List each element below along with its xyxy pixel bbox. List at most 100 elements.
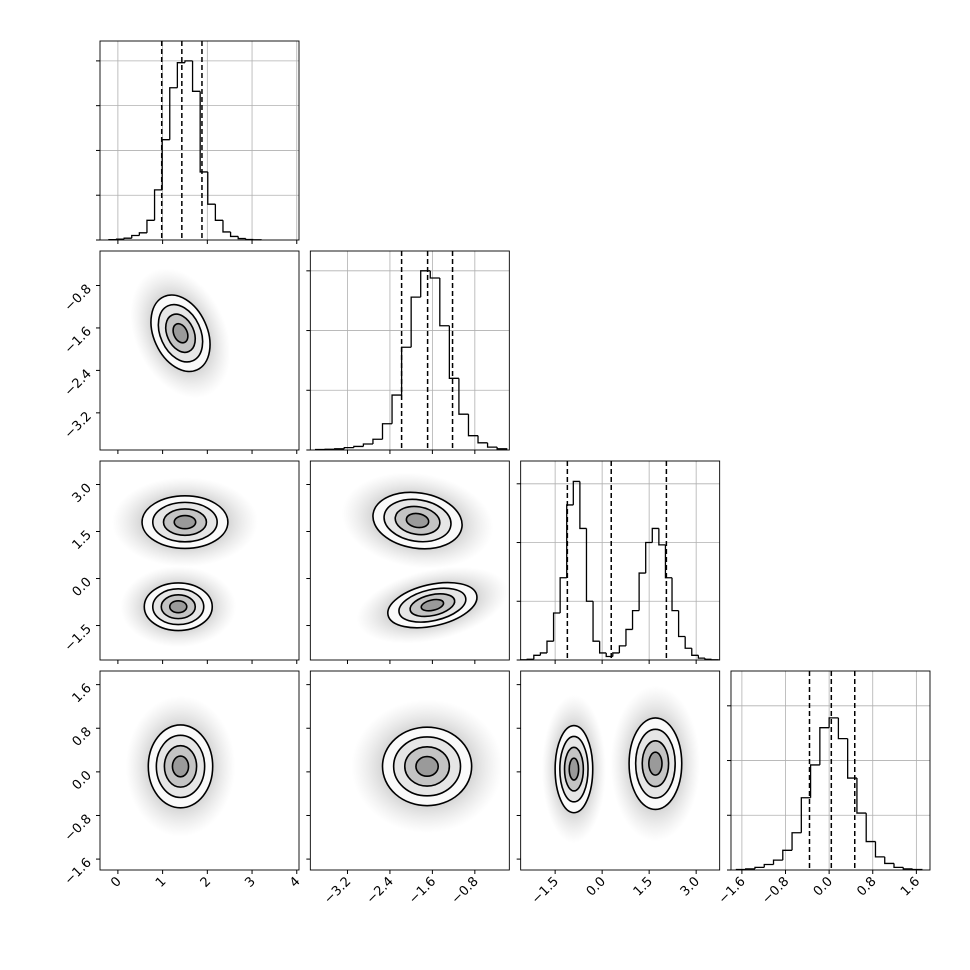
histogram-step [372,438,383,445]
histogram-step [191,60,201,92]
contour [415,755,440,778]
contour [568,757,580,781]
x-tick-label: 0.0 [584,874,609,899]
histogram-step [138,232,147,236]
histogram-step [677,610,686,638]
panel-frame [99,250,300,451]
histogram-step [847,738,857,779]
panel-frame [99,40,300,241]
histogram-step [169,87,178,140]
x-tick-label: −3.2 [321,874,354,907]
contour [405,512,430,529]
histogram-step [809,764,820,798]
histogram-step [400,346,412,396]
histogram-step [691,648,699,656]
histogram-step [664,544,673,579]
histogram-step [131,234,140,239]
panel-frame [99,670,300,871]
y-tick-label: 0.0 [70,768,95,793]
panel-frame [309,460,510,661]
histogram-step [343,446,354,449]
histogram-step [671,577,679,612]
histogram-step [496,447,508,450]
histogram-step [429,270,440,279]
histogram-step [684,636,692,649]
panel-frame [520,670,721,871]
histogram-step [467,414,479,437]
histogram-step [902,867,913,870]
x-tick-label: 4 [287,874,303,890]
histogram-step [161,139,170,190]
histogram-step [874,841,885,858]
y-tick-label: −0.8 [62,282,95,315]
panel-frame [730,670,931,871]
x-tick-label: 1 [153,874,169,890]
x-tick-label: −1.5 [529,874,562,907]
histogram-step [893,863,904,869]
contour [172,322,189,344]
y-tick-label: −1.5 [62,622,95,655]
y-tick-label: −0.8 [62,812,95,845]
histogram-step [625,628,633,646]
contour [420,598,445,612]
histogram-step [410,296,421,348]
histogram-step [176,62,185,88]
histogram-step [638,572,646,611]
x-tick-label: 3.0 [678,874,703,899]
histogram-step [146,219,155,233]
x-tick-label: 0 [108,874,124,890]
histogram-step [631,610,640,630]
histogram-step [884,856,895,865]
y-tick-label: 0.0 [70,575,95,600]
y-tick-label: 0.8 [70,724,95,749]
x-tick-label: 3 [242,874,258,890]
histogram-step [658,528,666,546]
histogram-step [546,640,554,653]
histogram-step [115,238,125,240]
y-tick-label: −3.2 [62,409,95,442]
histogram-step [184,60,193,63]
histogram-step [645,541,653,574]
histogram-step [618,645,626,653]
histogram-step [865,813,876,843]
histogram-step [791,832,802,851]
contour [168,599,188,614]
histogram-step [486,442,498,448]
histogram-step [245,238,254,241]
y-tick-label: 1.6 [70,681,95,706]
histogram-step [745,868,755,870]
histogram-step [697,655,705,659]
y-tick-label: 1.5 [70,528,95,553]
histogram-step [448,325,459,379]
histogram-step [153,189,163,221]
histogram-step [214,204,223,221]
panel-frame [99,460,300,661]
contour [173,514,197,530]
histogram-step [229,231,239,238]
x-tick-label: −1.6 [716,874,749,907]
y-tick-label: −1.6 [62,324,95,357]
histogram-step [381,423,393,440]
x-tick-label: −0.8 [759,874,792,907]
histogram-step [222,220,231,233]
x-tick-label: −0.8 [449,874,482,907]
x-tick-label: −1.6 [406,874,439,907]
y-tick-label: 3.0 [70,481,95,506]
histogram-step [579,481,587,530]
histogram-step [612,652,620,657]
histogram-step [837,717,848,740]
histogram-step [353,445,364,448]
histogram-step [772,859,783,865]
histogram-step [477,435,488,444]
histogram-step [362,443,373,447]
panel-frame [520,460,721,661]
histogram-step [585,528,594,602]
histogram-step [552,612,561,642]
histogram-step [651,527,659,543]
histogram-step [391,394,402,424]
x-tick-label: −2.4 [364,874,397,907]
x-tick-label: 2 [198,874,214,890]
x-tick-label: 0.8 [854,874,879,899]
histogram-step [439,277,450,327]
